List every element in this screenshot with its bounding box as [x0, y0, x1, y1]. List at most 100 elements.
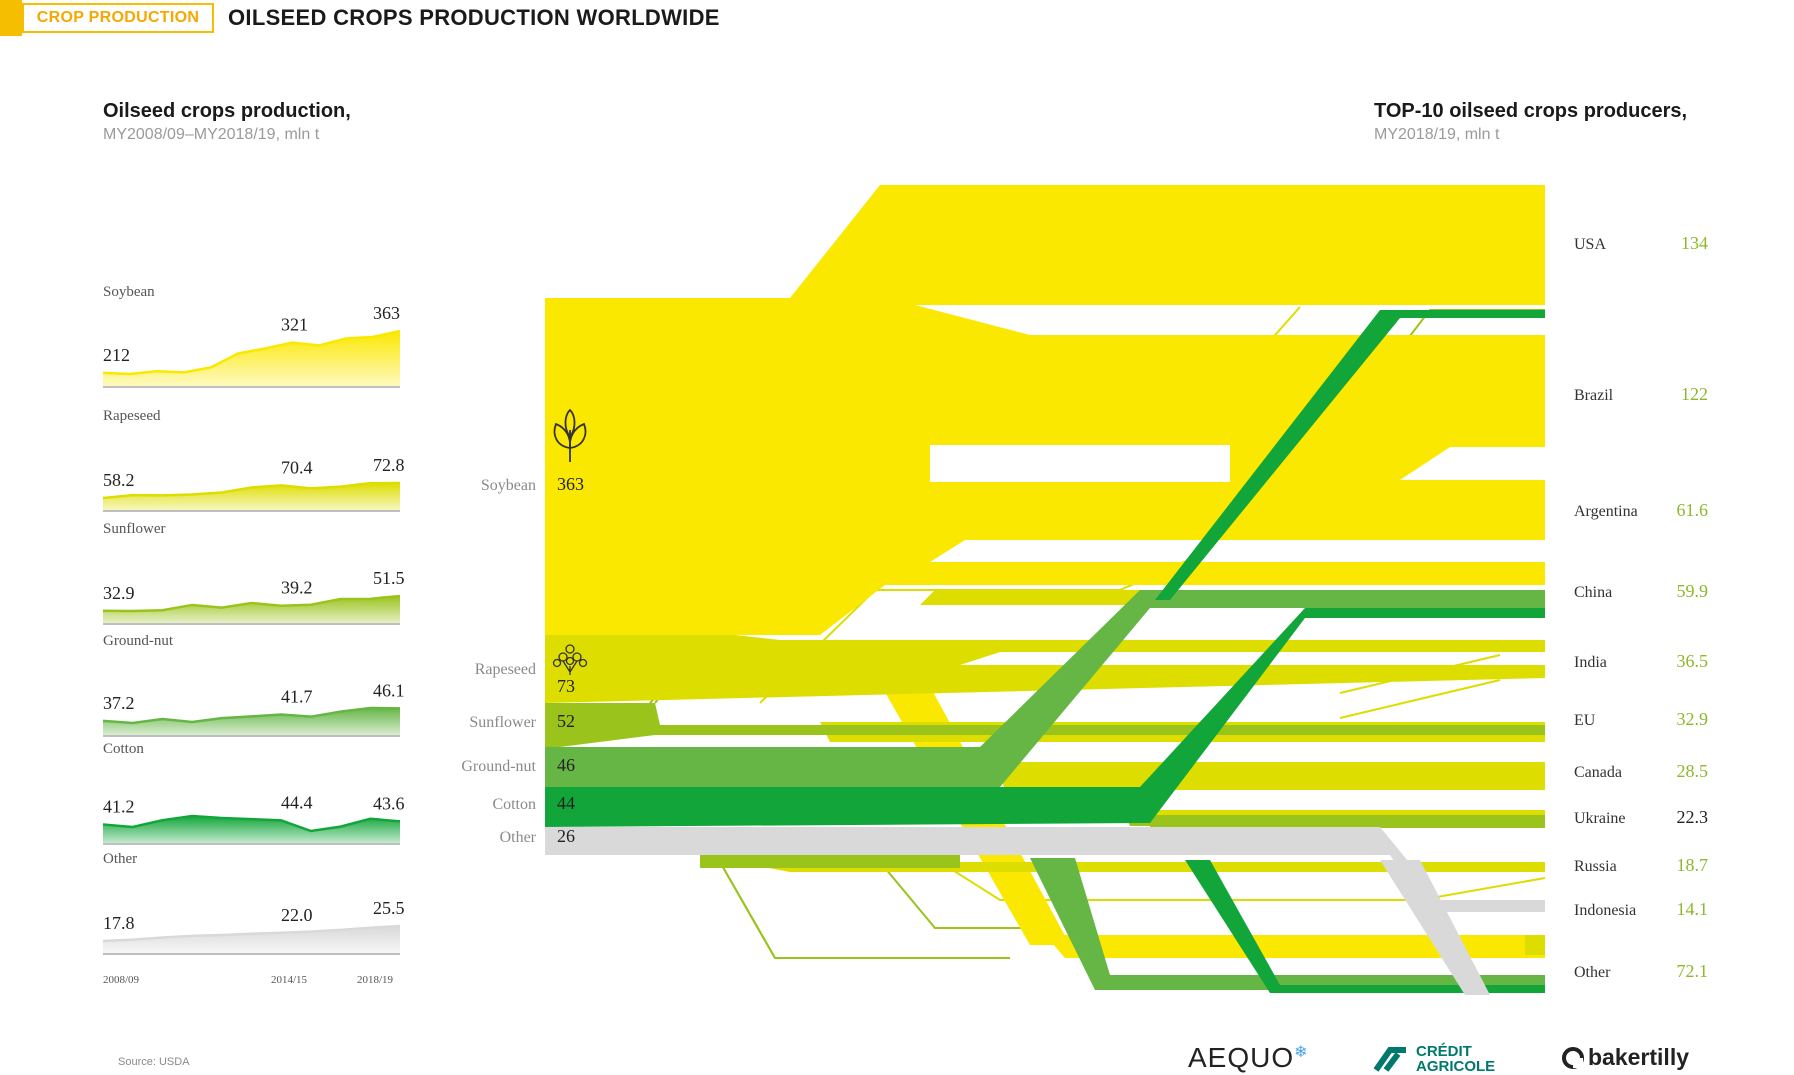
- value-label: 212: [103, 345, 130, 365]
- header-accent-bar: [0, 0, 22, 36]
- value-label: 22.0: [281, 905, 313, 925]
- target-value: 36.5: [1677, 651, 1709, 671]
- series-name: Sunflower: [103, 521, 166, 537]
- line-soybean: [102, 329, 401, 376]
- source-labels: Soybean 363 Rapeseed 73 Sunflower 52 Ground-nu…: [461, 474, 584, 846]
- target-value: 14.1: [1677, 899, 1709, 919]
- value-label: 51.5: [373, 568, 405, 588]
- x-tick-label: 2014/15: [271, 974, 308, 986]
- line-rapeseed: [102, 481, 401, 500]
- series-name: Ground-nut: [103, 633, 174, 649]
- target-name: India: [1574, 654, 1607, 671]
- source-name: Cotton: [492, 796, 536, 813]
- target-value: 134: [1681, 233, 1708, 253]
- area-cotton: [103, 815, 400, 843]
- soybean-icon: [553, 408, 587, 462]
- line-cotton: [102, 814, 401, 833]
- series-name: Rapeseed: [103, 408, 161, 424]
- target-value: 122: [1681, 384, 1708, 404]
- source-name: Sunflower: [469, 714, 536, 731]
- groundnut-flow: [545, 590, 1545, 990]
- x-tick-label: 2008/09: [103, 974, 140, 986]
- target-name: China: [1574, 584, 1612, 601]
- line-ground-nut: [102, 706, 401, 725]
- value-label: 72.8: [373, 455, 405, 475]
- source-name: Soybean: [481, 477, 536, 494]
- flow-outline: [1339, 679, 1501, 719]
- target-value: 59.9: [1677, 581, 1709, 601]
- source-note: Source: USDA: [118, 1056, 190, 1068]
- left-chart-subtitle: MY2008/09–MY2018/19, mln t: [103, 126, 320, 143]
- snowflake-icon: ❄: [1294, 1044, 1309, 1061]
- source-value: 44: [557, 793, 575, 813]
- value-label: 32.9: [103, 583, 135, 603]
- target-name: USA: [1574, 236, 1606, 253]
- target-value: 22.3: [1677, 807, 1709, 827]
- aequo-logo: AEQUO❄: [1188, 1042, 1309, 1074]
- source-value: 363: [557, 474, 584, 494]
- value-label: 39.2: [281, 578, 313, 598]
- source-name: Rapeseed: [475, 661, 536, 678]
- source-value: 46: [557, 755, 575, 775]
- value-label: 41.7: [281, 687, 313, 707]
- target-value: 18.7: [1677, 855, 1709, 875]
- cotton-flow: [545, 310, 1545, 993]
- small-multiples-chart: Soybean 212 321 363 Rapeseed 58.2 70.4 72.8 Sunf…: [102, 284, 405, 986]
- target-value: 72.1: [1677, 961, 1709, 981]
- flow-outline: [939, 861, 1546, 901]
- value-label: 41.2: [103, 796, 135, 816]
- flow-outline: [719, 861, 1010, 959]
- target-name: Other: [1574, 964, 1611, 981]
- page-title: OILSEED CROPS PRODUCTION WORLDWIDE: [228, 5, 720, 30]
- series-name: Soybean: [103, 284, 155, 300]
- flow-outline: [879, 861, 1050, 929]
- flow-outline: [719, 861, 776, 959]
- aequo-logo-text: AEQUO: [1188, 1042, 1295, 1073]
- source-name: Other: [500, 829, 537, 846]
- source-value: 26: [557, 826, 575, 846]
- line-sunflower: [102, 594, 401, 613]
- area-rapeseed: [103, 482, 400, 510]
- value-label: 46.1: [373, 680, 405, 700]
- value-label: 17.8: [103, 913, 135, 933]
- x-tick-label: 2018/19: [357, 974, 394, 986]
- right-chart-title: TOP-10 oilseed crops producers,: [1374, 100, 1688, 122]
- section-tag: CROP PRODUCTION: [22, 3, 214, 33]
- target-name: Russia: [1574, 858, 1617, 875]
- target-name: Canada: [1574, 764, 1622, 781]
- value-label: 58.2: [103, 470, 135, 490]
- value-label: 363: [373, 303, 400, 323]
- other-flow: [545, 827, 1545, 995]
- target-value: 32.9: [1677, 709, 1709, 729]
- bakertilly-logo: bakertilly: [1562, 1044, 1689, 1071]
- target-value: 61.6: [1677, 500, 1709, 520]
- area-other: [103, 925, 400, 953]
- sankey-chart: Soybean 363 Rapeseed 73 Sunflower 52 Ground-nu…: [461, 185, 1708, 995]
- source-value: 73: [557, 676, 575, 696]
- target-labels: USA 134 Brazil 122 Argentina 61.6 China 59.9 Ind…: [1574, 233, 1708, 981]
- credit-agricole-line1: CRÉDIT: [1416, 1043, 1472, 1060]
- source-name: Ground-nut: [461, 758, 536, 775]
- bakertilly-text: bakertilly: [1588, 1044, 1689, 1070]
- value-label: 44.4: [281, 792, 313, 812]
- bakertilly-icon: [1562, 1046, 1584, 1069]
- value-label: 70.4: [281, 457, 313, 477]
- value-label: 25.5: [373, 898, 405, 918]
- value-label: 321: [281, 315, 308, 335]
- target-name: EU: [1574, 712, 1596, 729]
- series-name: Cotton: [103, 741, 144, 757]
- value-label: 43.6: [373, 793, 405, 813]
- rapeseed-icon: [552, 644, 588, 675]
- value-label: 37.2: [103, 693, 135, 713]
- series-name: Other: [103, 851, 137, 867]
- target-name: Argentina: [1574, 503, 1638, 520]
- source-value: 52: [557, 711, 575, 731]
- credit-agricole-logo: CRÉDIT AGRICOLE: [1372, 1044, 1495, 1074]
- target-name: Ukraine: [1574, 810, 1626, 827]
- left-chart-title: Oilseed crops production,: [103, 100, 351, 122]
- line-other: [102, 924, 401, 943]
- target-value: 28.5: [1677, 761, 1709, 781]
- credit-agricole-line2: AGRICOLE: [1416, 1058, 1496, 1075]
- right-chart-subtitle: MY2018/19, mln t: [1374, 126, 1500, 143]
- target-name: Brazil: [1574, 387, 1614, 404]
